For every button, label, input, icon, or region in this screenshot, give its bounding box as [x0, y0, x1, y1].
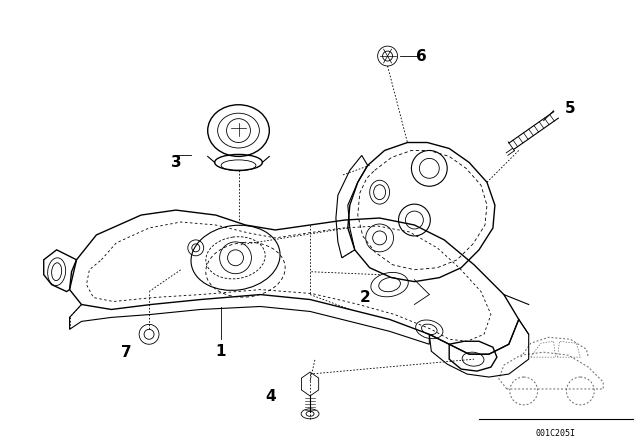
Text: 001C205I: 001C205I — [536, 429, 575, 438]
Text: 2: 2 — [359, 290, 370, 305]
Text: 3: 3 — [171, 155, 181, 170]
Text: 4: 4 — [265, 389, 276, 405]
Text: 5: 5 — [565, 101, 576, 116]
Text: 6: 6 — [416, 48, 427, 64]
Text: 1: 1 — [216, 344, 226, 359]
Text: 7: 7 — [121, 345, 132, 360]
